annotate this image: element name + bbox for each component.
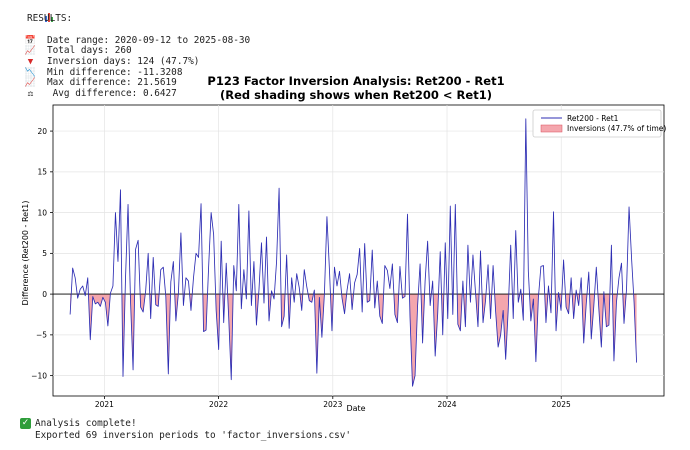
result-line-text: Max difference: 21.5619 — [47, 77, 177, 89]
chart-up-icon: 📈 — [24, 46, 37, 57]
analysis-complete-line: ✓ Analysis complete! — [20, 418, 351, 430]
inversion-region — [130, 294, 135, 370]
balance-scale-icon: ⚖ — [27, 88, 34, 99]
plot-area — [52, 104, 665, 397]
inversion-chart: P123 Factor Inversion Analysis: Ret200 -… — [21, 74, 666, 413]
result-line-text: Date range: 2020-09-12 to 2025-08-30 — [47, 34, 251, 46]
export-line: Exported 69 inversion periods to 'factor… — [20, 430, 351, 442]
inversion-region — [433, 294, 439, 357]
bar-chart-icon — [12, 2, 53, 36]
y-tick-label: −5 — [36, 331, 47, 340]
result-line: ⚖ Avg difference: 0.6427 — [12, 87, 250, 100]
chart-subtitle: (Red shading shows when Ret200 < Ret1) — [220, 88, 492, 102]
x-tick-label: 2021 — [95, 400, 114, 409]
legend-fill-swatch — [540, 124, 563, 133]
x-axis-label: Date — [346, 404, 365, 413]
x-tick-label: 2025 — [552, 400, 571, 409]
analysis-complete-text: Analysis complete! — [35, 418, 137, 429]
export-text: Exported 69 inversion periods to 'factor… — [35, 429, 352, 441]
check-mark-icon: ✓ — [20, 418, 31, 430]
inversion-region — [457, 294, 463, 331]
y-axis-label: Difference (Ret200 - Ret1) — [21, 201, 30, 306]
inversion-region — [314, 294, 325, 374]
inversion-region — [402, 294, 406, 299]
legend-inversion-label: Inversions (47.7% of time) — [567, 124, 666, 133]
result-line-text: Min difference: -11.3208 — [47, 66, 183, 78]
inversion-region — [597, 294, 604, 348]
x-tick-label: 2023 — [323, 400, 342, 409]
result-line: 📉 Min difference: -11.3208 — [12, 66, 250, 79]
inversion-region — [341, 294, 347, 314]
y-tick-label: 0 — [42, 290, 47, 299]
inversion-region — [140, 294, 146, 313]
result-line: ▼ Inversion days: 124 (47.7%) — [12, 55, 250, 68]
results-title: RESULTS: — [27, 12, 73, 24]
chart-title: P123 Factor Inversion Analysis: Ret200 -… — [207, 74, 504, 88]
x-tick-label: 2022 — [209, 400, 228, 409]
results-header: RESULTS: — [12, 2, 250, 36]
footer-log: ✓ Analysis complete! Exported 69 inversi… — [20, 418, 351, 441]
y-tick-label: −10 — [31, 371, 47, 380]
chart-down-icon: 📉 — [24, 67, 37, 78]
result-line: 📅 Date range: 2020-09-12 to 2025-08-30 — [12, 34, 251, 47]
series-line — [69, 118, 638, 387]
inversion-region — [409, 294, 419, 387]
calendar-icon: 📅 — [24, 35, 37, 46]
results-panel: RESULTS: 📅 Date range: 2020-09-12 to 2025… — [12, 2, 250, 99]
result-line-text: Total days: 260 — [47, 45, 132, 57]
result-line: 📈 Max difference: 21.5619 — [12, 78, 250, 89]
chart-up-icon: 📈 — [24, 78, 37, 89]
legend-series-label: Ret200 - Ret1 — [567, 114, 619, 123]
inversion-region — [88, 294, 111, 340]
red-triangle-down-icon: ▼ — [27, 56, 34, 67]
y-tick-label: 15 — [37, 168, 47, 177]
y-tick-label: 5 — [42, 249, 47, 258]
inversion-region — [589, 294, 595, 339]
result-line-text: Inversion days: 124 (47.7%) — [47, 55, 200, 67]
inversion-region — [281, 294, 286, 327]
inversion-region — [633, 294, 637, 363]
result-line-text: Avg difference: 0.6427 — [47, 87, 177, 99]
x-tick-label: 2024 — [437, 400, 456, 409]
legend: Ret200 - Ret1 Inversions (47.7% of time) — [532, 109, 666, 138]
y-tick-label: 20 — [37, 127, 47, 136]
inversion-region — [165, 294, 171, 374]
inversion-region — [604, 294, 610, 327]
y-tick-label: 10 — [37, 208, 47, 217]
inversion-region — [366, 294, 371, 303]
legend-box — [532, 109, 662, 138]
result-line: 📈 Total days: 260 — [12, 46, 250, 57]
